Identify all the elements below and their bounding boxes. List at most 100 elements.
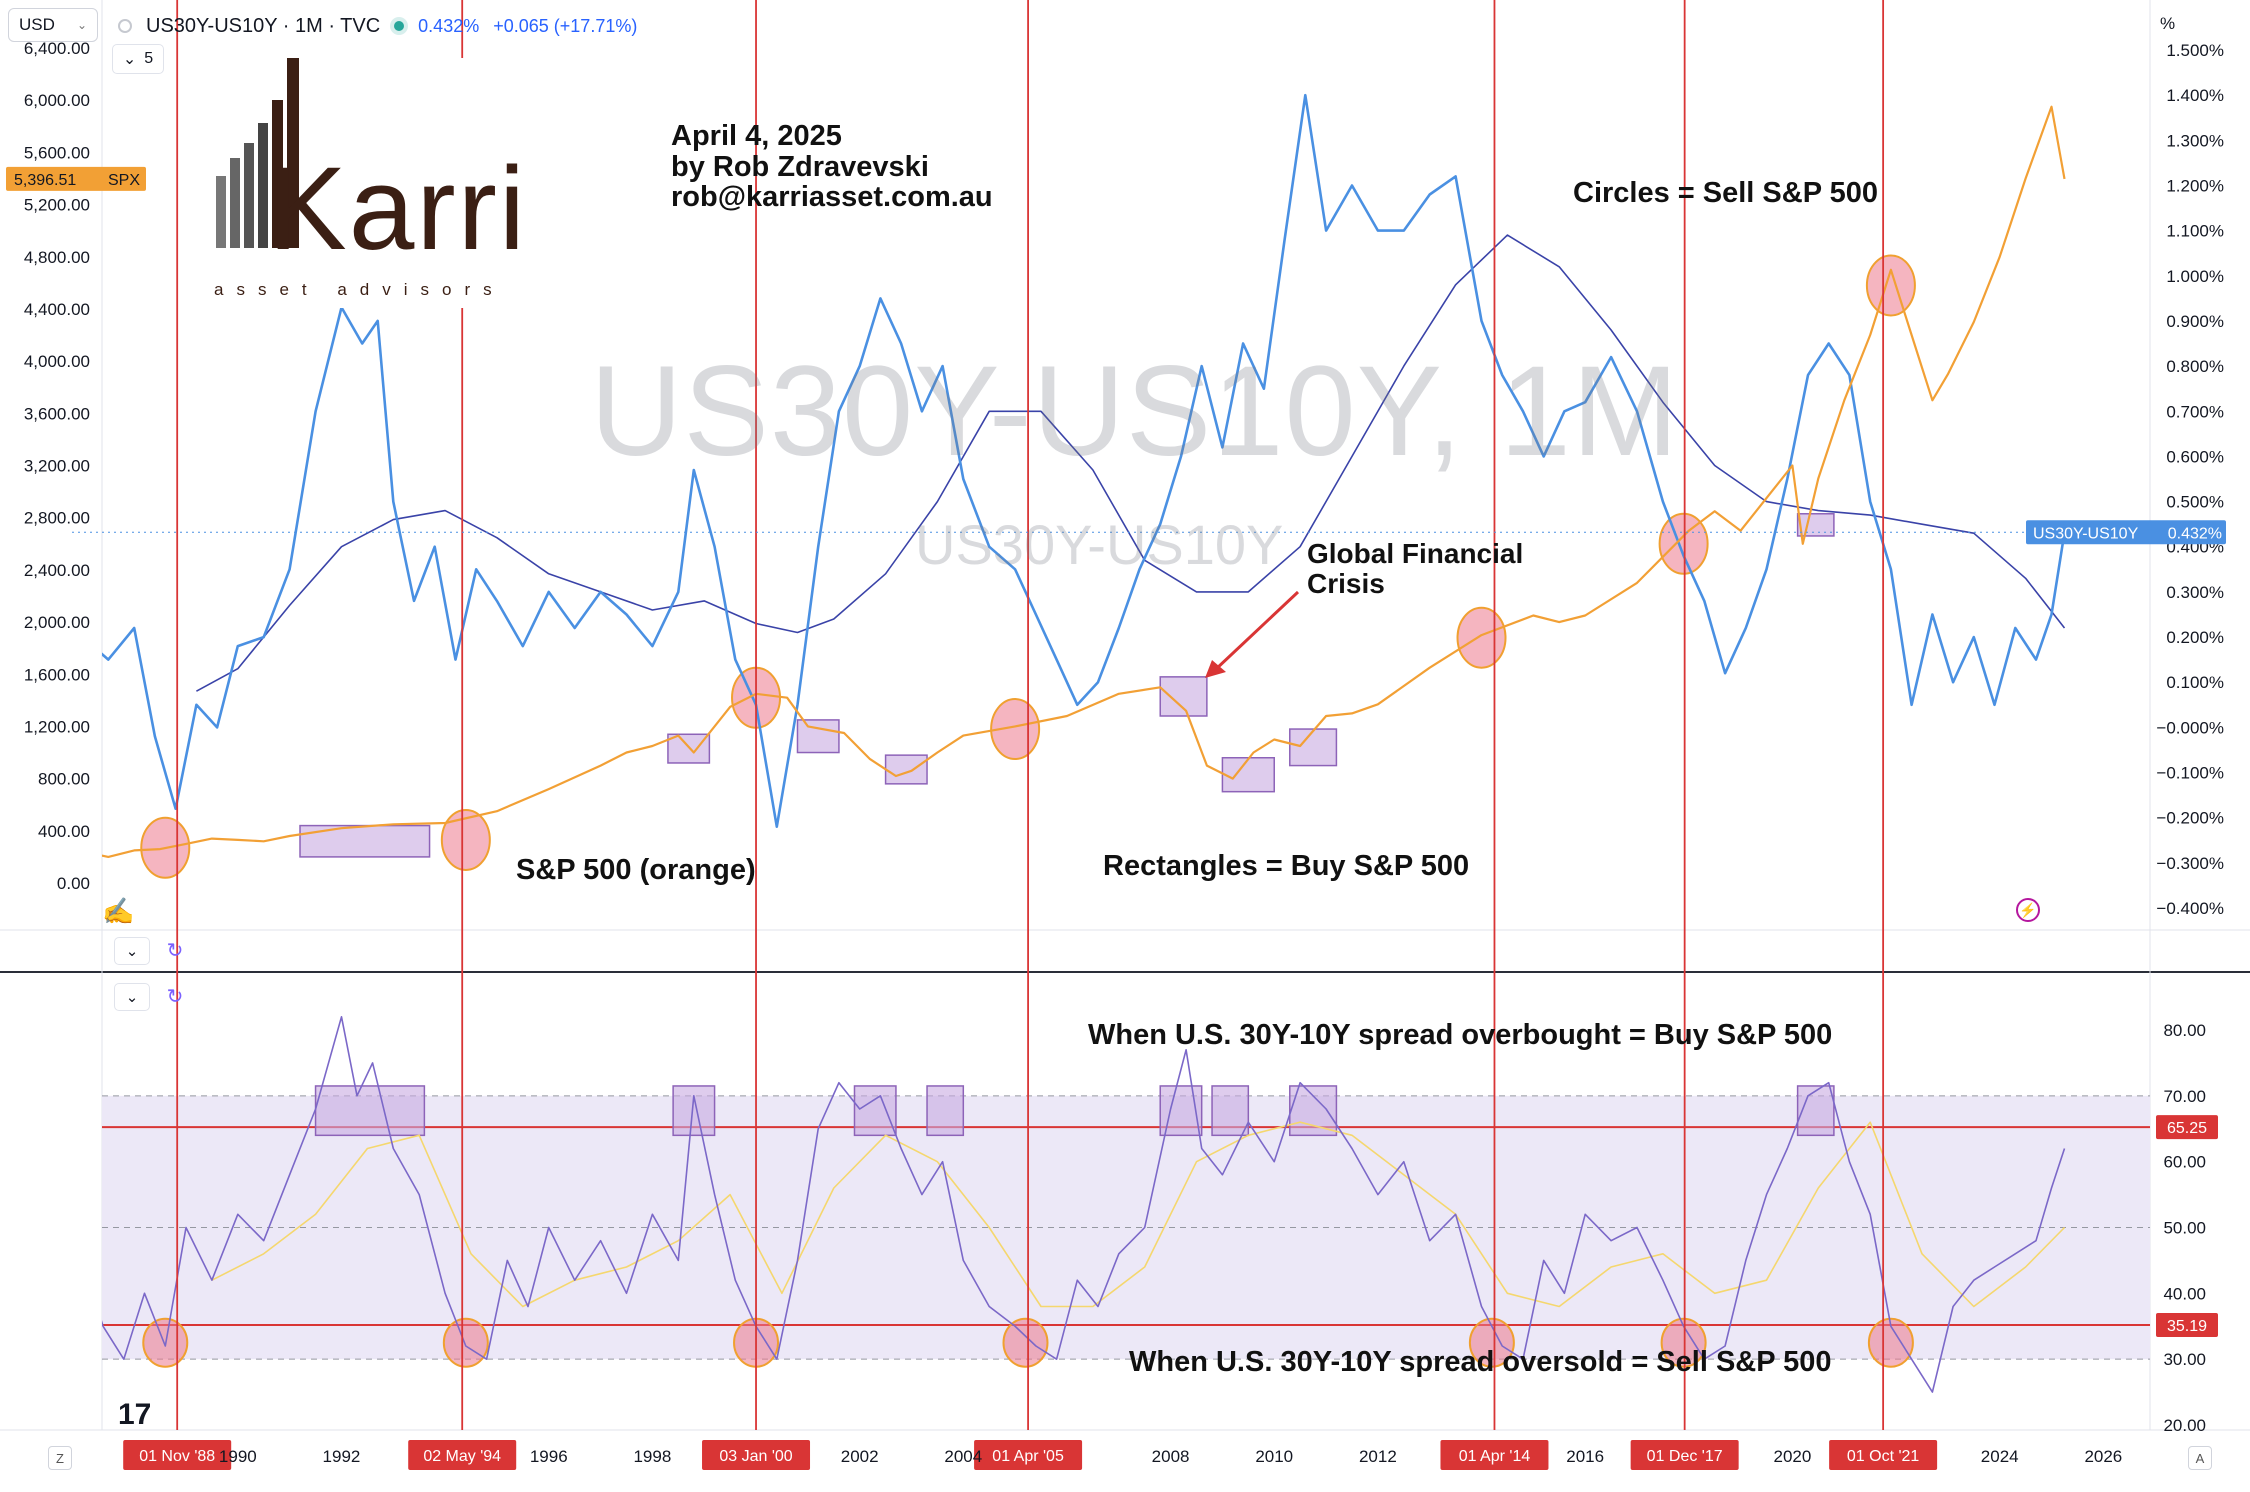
rsi-collapse-button[interactable]: ⌄ bbox=[114, 983, 150, 1011]
currency-label: USD bbox=[19, 15, 55, 34]
annotation-sp-label: S&P 500 (orange) bbox=[516, 854, 756, 886]
oversold-circle bbox=[442, 1317, 489, 1368]
overbought-rectangle bbox=[926, 1085, 965, 1137]
indicators-toggle-button[interactable]: ⌄ 5 bbox=[112, 44, 164, 74]
overbought-rectangle bbox=[672, 1085, 716, 1137]
date-marker-label: 01 Dec '17 bbox=[1647, 1448, 1723, 1465]
left-axis-tick: 1,600.00 bbox=[24, 665, 90, 684]
buy-rectangle bbox=[667, 733, 711, 764]
left-axis-tick: 2,000.00 bbox=[24, 613, 90, 632]
date-marker-label: 01 Oct '21 bbox=[1847, 1448, 1920, 1465]
auto-scale-button[interactable]: A bbox=[2188, 1446, 2212, 1470]
sync-icon[interactable]: ↻ bbox=[166, 985, 184, 1008]
symbol-watermark: US30Y-US10Y, 1M bbox=[590, 340, 1680, 483]
sync-icon[interactable]: ↻ bbox=[166, 939, 184, 962]
bolt-icon[interactable]: ⚡ bbox=[2016, 898, 2040, 922]
date-marker-label: 01 Apr '14 bbox=[1459, 1448, 1531, 1465]
right-axis-unit: % bbox=[2160, 14, 2176, 33]
draw-hand-icon[interactable]: ✍ bbox=[102, 896, 135, 926]
x-tick-label: 1996 bbox=[530, 1447, 568, 1466]
right-axis-tick: 0.600% bbox=[2166, 447, 2224, 466]
spread-tag-value: 0.432% bbox=[2168, 525, 2222, 542]
annotation-circles: Circles = Sell S&P 500 bbox=[1573, 177, 1878, 209]
gfc-arrow-head bbox=[1205, 660, 1226, 678]
gfc-arrow bbox=[1213, 590, 1300, 672]
grid-layer bbox=[0, 0, 2250, 1431]
right-axis-tick: 1.200% bbox=[2166, 176, 2224, 195]
rsi-axis-tick: 60.00 bbox=[2163, 1153, 2206, 1172]
date-marker-box bbox=[123, 1440, 232, 1470]
right-axis-tick: −0.300% bbox=[2156, 854, 2224, 873]
rsi-axis-tick: 30.00 bbox=[2163, 1350, 2206, 1369]
right-axis-tick: 0.300% bbox=[2166, 583, 2224, 602]
left-axis-tick: 0.00 bbox=[57, 874, 90, 893]
overbought-rectangle bbox=[1289, 1085, 1338, 1137]
oversold-circle bbox=[1867, 1317, 1914, 1368]
buy-rectangle bbox=[1796, 513, 1835, 537]
x-tick-label: 2026 bbox=[2084, 1447, 2122, 1466]
x-tick-label: 1992 bbox=[323, 1447, 361, 1466]
logo-bars-icon bbox=[216, 58, 299, 248]
currency-selector[interactable]: USD ⌄ bbox=[8, 8, 98, 42]
spx-price-tag bbox=[6, 166, 146, 191]
chevron-down-icon: ⌄ bbox=[122, 51, 137, 68]
buy-rectangle bbox=[884, 754, 928, 785]
zoom-button[interactable]: Z bbox=[48, 1446, 72, 1470]
left-axis-tick: 3,600.00 bbox=[24, 404, 90, 423]
sell-circle bbox=[1865, 254, 1916, 317]
sell-circle bbox=[1456, 606, 1507, 669]
left-axis-tick: 5,600.00 bbox=[24, 143, 90, 162]
spx-price-label: 5,396.51 bbox=[14, 172, 76, 189]
left-axis-tick: 800.00 bbox=[38, 770, 90, 789]
date-marker-box bbox=[702, 1440, 811, 1470]
sell-circle bbox=[990, 698, 1041, 761]
symbol-logo-icon bbox=[118, 19, 132, 33]
right-axis-tick: −0.000% bbox=[2156, 718, 2224, 737]
x-tick-label: 2002 bbox=[841, 1447, 879, 1466]
date-marker-box bbox=[1829, 1440, 1938, 1470]
date-marker-label: 01 Apr '05 bbox=[992, 1448, 1064, 1465]
last-value: 0.432% bbox=[418, 15, 480, 36]
symbol-header: US30Y-US10Y · 1M · TVC 0.432% +0.065 (+1… bbox=[118, 10, 637, 42]
date-marker-label: 01 Nov '88 bbox=[139, 1448, 215, 1465]
series-layer bbox=[102, 93, 2066, 1393]
date-marker-box bbox=[408, 1440, 517, 1470]
rsi-axis-tick: 70.00 bbox=[2163, 1087, 2206, 1106]
right-axis-tick: 1.100% bbox=[2166, 222, 2224, 241]
overbought-rectangle bbox=[1211, 1085, 1250, 1137]
x-tick-label: 2012 bbox=[1359, 1447, 1397, 1466]
pane-collapse-button[interactable]: ⌄ bbox=[114, 937, 150, 965]
spread-tag-label: US30Y-US10Y bbox=[2033, 525, 2139, 542]
right-axis-tick: 0.800% bbox=[2166, 357, 2224, 376]
sell-circle bbox=[440, 808, 491, 871]
x-tick-label: 2024 bbox=[1981, 1447, 2019, 1466]
rsi-axis-tick: 80.00 bbox=[2163, 1021, 2206, 1040]
spread-line bbox=[102, 93, 2066, 828]
date-marker-box bbox=[1440, 1440, 1549, 1470]
date-marker-box bbox=[1630, 1440, 1739, 1470]
symbol-title[interactable]: US30Y-US10Y · 1M · TVC bbox=[146, 14, 381, 37]
spread-ma-line bbox=[196, 234, 2066, 692]
x-tick-label: 2020 bbox=[1774, 1447, 1812, 1466]
rsi-band-layer bbox=[102, 1095, 2150, 1360]
annotation-overbought: When U.S. 30Y-10Y spread overbought = Bu… bbox=[1088, 1019, 1833, 1051]
buy-rectangle bbox=[1221, 757, 1275, 793]
rsi-axis-tick: 20.00 bbox=[2163, 1416, 2206, 1435]
overbought-rectangle bbox=[1796, 1085, 1835, 1137]
indicator-count: 5 bbox=[144, 50, 154, 67]
rsi-line bbox=[102, 1016, 2066, 1393]
left-axis-tick: 2,400.00 bbox=[24, 561, 90, 580]
rsi-ma-line bbox=[211, 1121, 2066, 1308]
x-tick-label: 2004 bbox=[944, 1447, 982, 1466]
right-axis-tick: 0.100% bbox=[2166, 673, 2224, 692]
sell-circles-layer bbox=[140, 254, 1916, 1368]
left-axis-tick: 4,400.00 bbox=[24, 300, 90, 319]
x-tick-label: 2010 bbox=[1255, 1447, 1293, 1466]
annotation-gfc-line2: Crisis bbox=[1307, 568, 1385, 599]
left-axis-tick: 6,000.00 bbox=[24, 91, 90, 110]
right-axis-tick: 0.900% bbox=[2166, 312, 2224, 331]
oversold-circle bbox=[1002, 1317, 1049, 1368]
right-axis-tick: −0.100% bbox=[2156, 764, 2224, 783]
vertical-markers-layer: 01 Nov '88 02 May '94 03 Jan '00 01 Apr '05… bbox=[123, 0, 1938, 1470]
